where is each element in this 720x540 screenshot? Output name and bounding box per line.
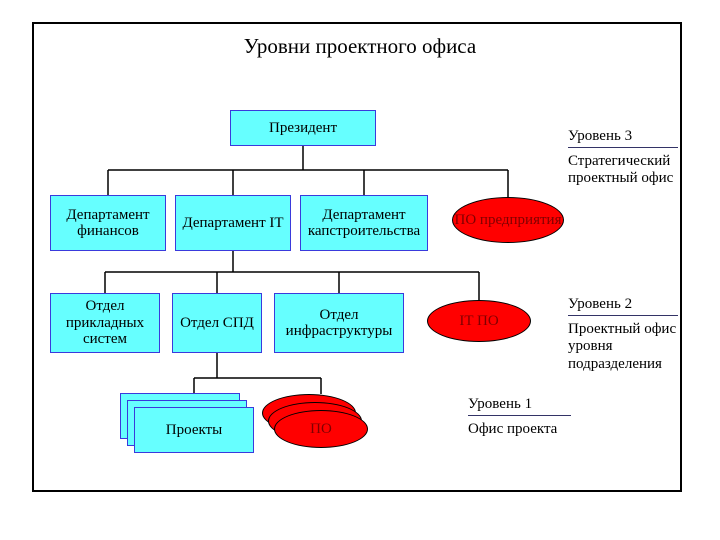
node-label: Отдел прикладных систем: [55, 298, 155, 348]
node-po_ent: ПО предприятия: [452, 197, 564, 243]
level-title-text: Уровень 2: [568, 296, 632, 312]
node-dep_cap: Департамент капстроительства: [300, 195, 428, 251]
level-underline-2: [568, 315, 678, 316]
level-sub-1: Офис проекта: [468, 421, 580, 438]
node-it_po: IT ПО: [427, 300, 531, 342]
level-title-text: Уровень 3: [568, 128, 632, 144]
diagram-title: Уровни проектного офиса: [180, 34, 540, 59]
node-dep_it: Департамент IT: [175, 195, 291, 251]
level-title-1: Уровень 1: [468, 396, 532, 413]
level-title-2: Уровень 2: [568, 296, 632, 313]
level-sub-text: Проектный офис уровня подразделения: [568, 321, 676, 372]
level-sub-text: Офис проекта: [468, 421, 557, 437]
org-chart-diagram: Уровни проектного офиса Президент Департа…: [0, 0, 720, 540]
level-sub-text: Стратегический проектный офис: [568, 153, 673, 186]
node-label: ПО предприятия: [455, 212, 562, 229]
level-title-3: Уровень 3: [568, 128, 632, 145]
node-label: Отдел СПД: [180, 315, 254, 332]
node-label: Департамент IT: [182, 215, 283, 232]
node-label: Отдел инфраструктуры: [279, 307, 399, 340]
node-projects: Проекты: [134, 407, 254, 453]
node-label: Департамент финансов: [55, 207, 161, 240]
node-dep_fin: Департамент финансов: [50, 195, 166, 251]
level-sub-2: Проектный офис уровня подразделения: [568, 321, 680, 373]
level-title-text: Уровень 1: [468, 396, 532, 412]
node-label: ПО: [310, 421, 332, 438]
node-label: Президент: [269, 120, 337, 137]
level-underline-1: [468, 415, 571, 416]
node-otd_spd: Отдел СПД: [172, 293, 262, 353]
node-po: ПО: [274, 410, 368, 448]
node-otd_infra: Отдел инфраструктуры: [274, 293, 404, 353]
node-label: Департамент капстроительства: [305, 207, 423, 240]
node-label: Проекты: [166, 422, 222, 439]
level-underline-3: [568, 147, 678, 148]
node-president: Президент: [230, 110, 376, 146]
level-sub-3: Стратегический проектный офис: [568, 153, 680, 188]
node-otd_app: Отдел прикладных систем: [50, 293, 160, 353]
node-label: IT ПО: [459, 313, 498, 330]
